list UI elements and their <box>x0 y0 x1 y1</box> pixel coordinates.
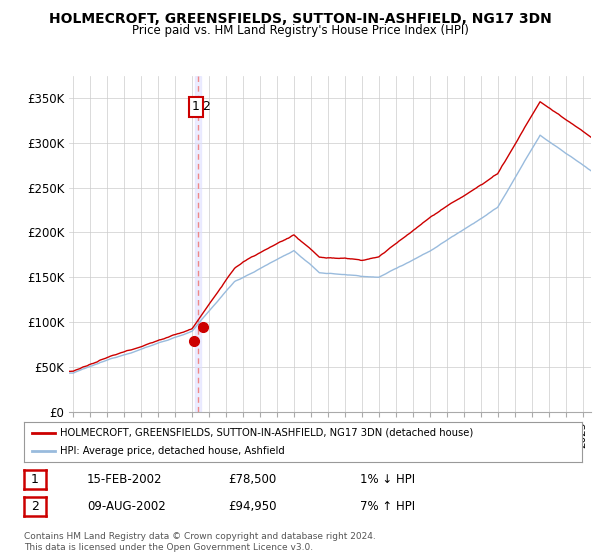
Text: 7% ↑ HPI: 7% ↑ HPI <box>360 500 415 514</box>
Bar <box>195 76 202 412</box>
Text: 15-FEB-2002: 15-FEB-2002 <box>87 473 163 487</box>
Text: 2: 2 <box>202 100 210 114</box>
Text: HOLMECROFT, GREENSFIELDS, SUTTON-IN-ASHFIELD, NG17 3DN (detached house): HOLMECROFT, GREENSFIELDS, SUTTON-IN-ASHF… <box>60 428 473 437</box>
Text: Price paid vs. HM Land Registry's House Price Index (HPI): Price paid vs. HM Land Registry's House … <box>131 24 469 37</box>
Text: £78,500: £78,500 <box>228 473 276 487</box>
Text: 1: 1 <box>192 100 200 114</box>
Text: 1% ↓ HPI: 1% ↓ HPI <box>360 473 415 487</box>
Text: HPI: Average price, detached house, Ashfield: HPI: Average price, detached house, Ashf… <box>60 446 285 456</box>
Text: 09-AUG-2002: 09-AUG-2002 <box>87 500 166 514</box>
Text: 1: 1 <box>31 473 39 486</box>
Text: This data is licensed under the Open Government Licence v3.0.: This data is licensed under the Open Gov… <box>24 543 313 552</box>
Text: Contains HM Land Registry data © Crown copyright and database right 2024.: Contains HM Land Registry data © Crown c… <box>24 532 376 541</box>
Text: HOLMECROFT, GREENSFIELDS, SUTTON-IN-ASHFIELD, NG17 3DN: HOLMECROFT, GREENSFIELDS, SUTTON-IN-ASHF… <box>49 12 551 26</box>
Text: £94,950: £94,950 <box>228 500 277 514</box>
Text: 2: 2 <box>31 500 39 513</box>
